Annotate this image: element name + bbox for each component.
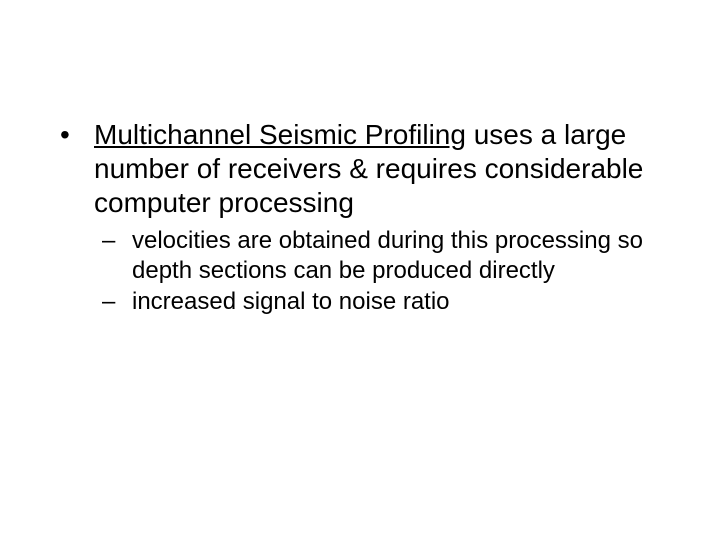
slide: Multichannel Seismic Profiling uses a la… xyxy=(0,0,720,540)
sub-bullet-list: velocities are obtained during this proc… xyxy=(94,226,666,316)
sub-bullet: increased signal to noise ratio xyxy=(94,287,666,316)
sub-bullet: velocities are obtained during this proc… xyxy=(94,226,666,285)
main-bullet: Multichannel Seismic Profiling uses a la… xyxy=(54,118,666,316)
bullet-list: Multichannel Seismic Profiling uses a la… xyxy=(54,118,666,316)
bullet-term: Multichannel Seismic Profiling xyxy=(94,119,466,150)
